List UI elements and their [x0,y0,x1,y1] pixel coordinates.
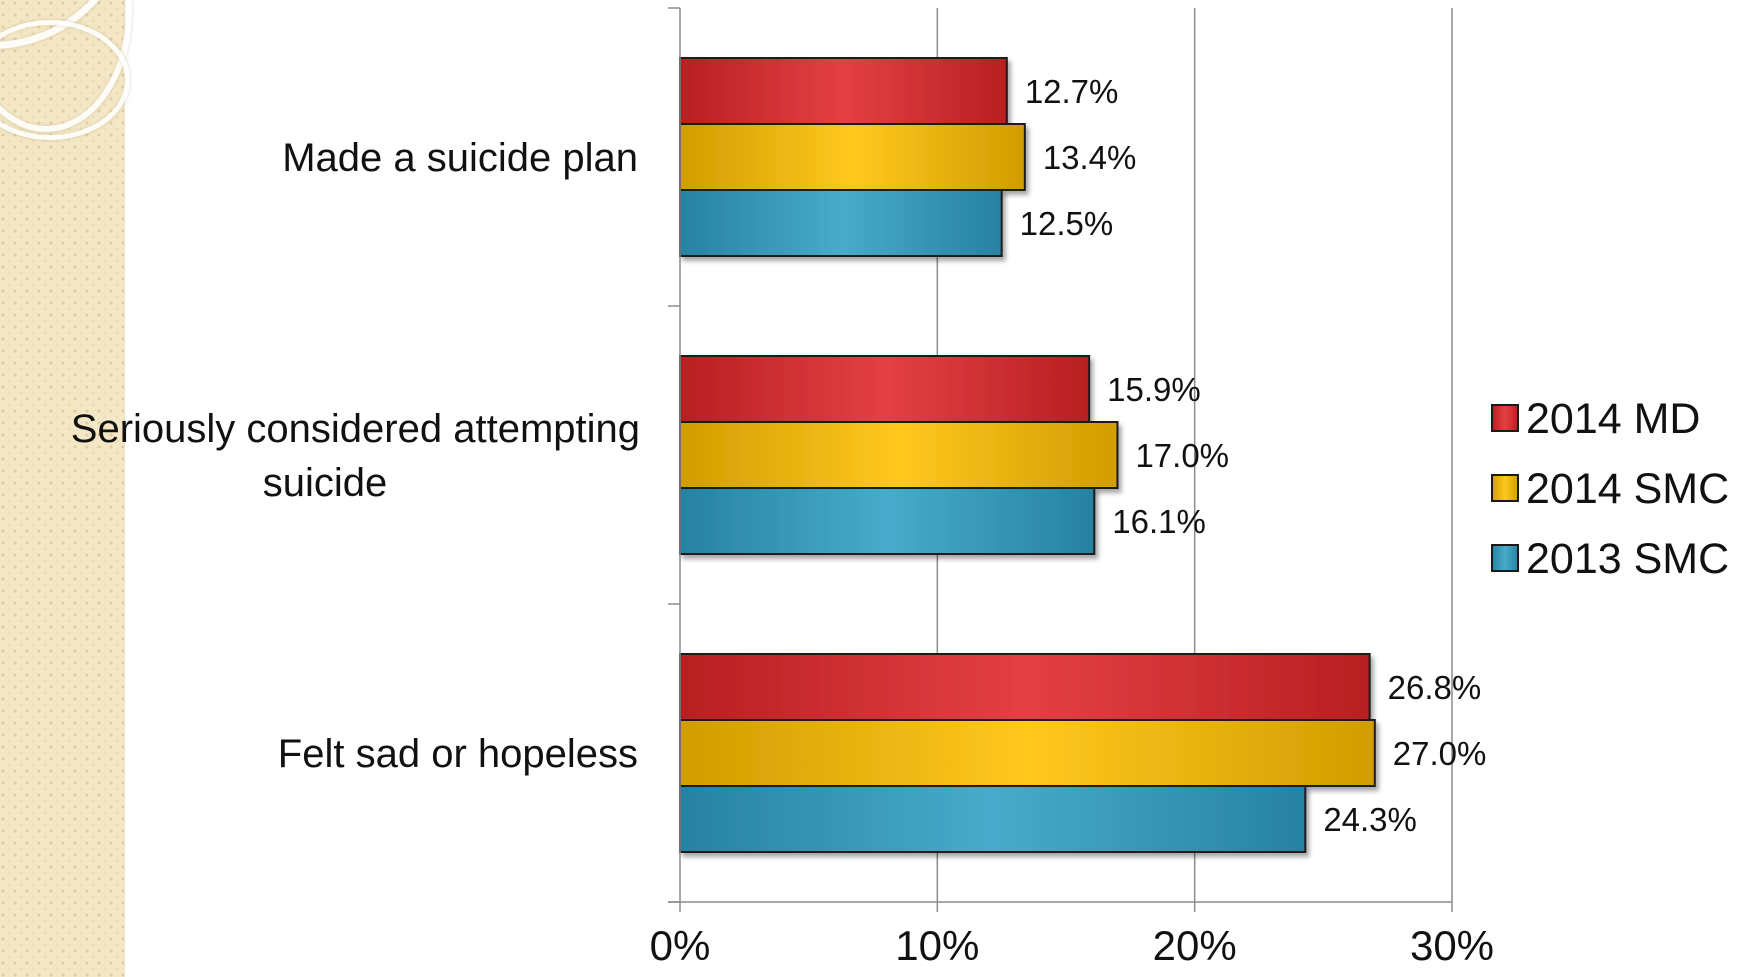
bar [679,57,1008,125]
bar [679,487,1096,555]
bar [679,785,1307,853]
data-label: 12.7% [1025,73,1119,110]
data-label: 17.0% [1135,437,1229,474]
data-label: 13.4% [1043,139,1137,176]
x-tick-label: 0% [650,922,711,969]
legend-swatch [1491,404,1519,432]
bar [679,123,1026,191]
legend-label: 2013 SMC [1526,535,1729,583]
decorative-ring [0,20,130,140]
legend-label: 2014 MD [1526,395,1700,443]
bar [679,421,1119,489]
bar [679,189,1003,257]
x-tick-label: 30% [1410,922,1494,969]
x-tick-label: 10% [895,922,979,969]
data-label: 27.0% [1393,735,1487,772]
legend-label: 2014 SMC [1526,465,1729,513]
bar [679,355,1091,423]
data-label: 24.3% [1323,801,1417,838]
data-label: 12.5% [1020,205,1114,242]
legend: 2014 MD 2014 SMC 2013 SMC [1491,395,1729,583]
bar [679,653,1371,721]
legend-swatch [1491,474,1519,502]
labels: 12.7% 13.4% 12.5% Made a suicide plan 15.9% 1… [71,73,1487,838]
data-label: 26.8% [1388,669,1482,706]
data-label: 16.1% [1112,503,1206,540]
category-label: Made a suicide plan [282,136,638,180]
legend-swatch [1491,544,1519,572]
category-label: Felt sad or hopeless [278,732,638,776]
axes: 0% 10% 20% 30% [650,7,1494,969]
data-label: 15.9% [1107,371,1201,408]
bar [679,719,1376,787]
x-tick-label: 20% [1153,922,1237,969]
bars [679,57,1376,853]
category-label: Seriously considered attempting suicide [71,407,640,505]
decorative-side-strip [0,0,125,977]
